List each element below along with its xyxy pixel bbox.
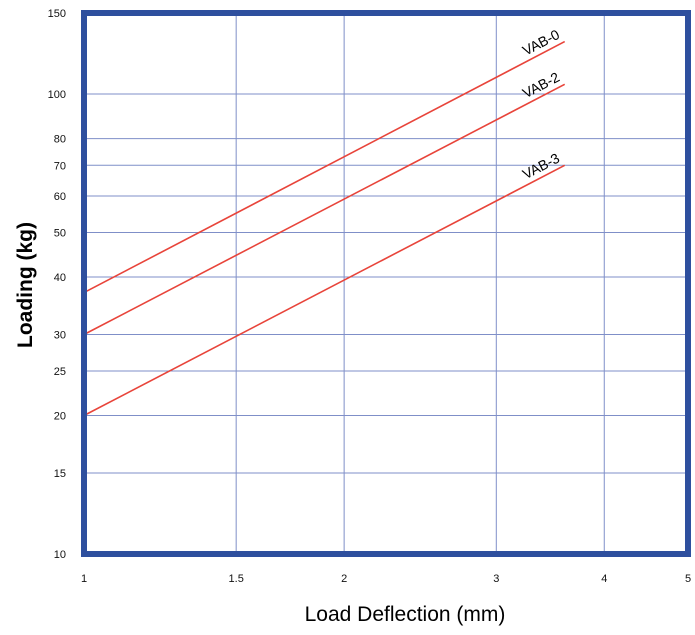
y-tick-label: 70 — [54, 160, 66, 172]
x-tick-label: 5 — [685, 573, 691, 585]
plot-frame — [81, 10, 691, 557]
x-tick-labels: 1 1.5 2 3 4 5 — [81, 573, 691, 585]
x-tick-label: 1.5 — [229, 573, 244, 585]
y-tick-label: 25 — [54, 366, 66, 378]
y-tick-label: 15 — [54, 468, 66, 480]
y-tick-label: 40 — [54, 272, 66, 284]
y-tick-label: 50 — [54, 227, 66, 239]
y-tick-label: 20 — [54, 411, 66, 423]
y-axis-title: Loading (kg) — [14, 222, 37, 348]
x-tick-label: 4 — [601, 573, 607, 585]
series-lines — [83, 40, 566, 417]
y-tick-label: 100 — [48, 89, 66, 101]
x-tick-label: 3 — [493, 573, 499, 585]
x-tick-label: 2 — [341, 573, 347, 585]
y-tick-label: 60 — [54, 191, 66, 203]
series-line-vab-3 — [83, 164, 566, 417]
series-line-vab-2 — [83, 83, 566, 336]
y-tick-label: 30 — [54, 330, 66, 342]
y-tick-label: 150 — [48, 8, 66, 20]
x-tick-label: 1 — [81, 573, 87, 585]
y-tick-label: 80 — [54, 134, 66, 146]
y-tick-label: 10 — [54, 549, 66, 561]
y-tick-labels: 10 15 20 25 30 40 50 60 70 80 100 150 — [48, 8, 66, 561]
x-axis-title: Load Deflection (mm) — [305, 603, 506, 626]
grid-lines — [84, 13, 688, 554]
series-line-vab-0 — [83, 40, 566, 294]
